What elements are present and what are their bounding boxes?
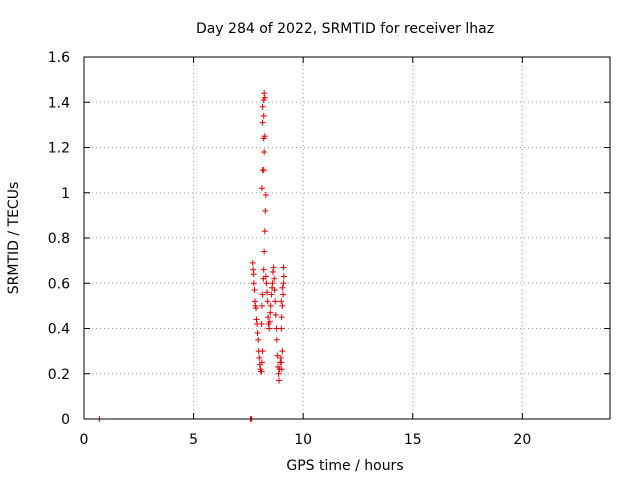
x-tick-label: 20 (513, 432, 531, 448)
x-tick-label: 15 (404, 432, 422, 448)
data-point (269, 268, 276, 275)
data-point (250, 280, 257, 287)
grid (84, 57, 610, 419)
plot-frame (83, 56, 611, 420)
y-axis-label: SRMTID / TECUs (6, 182, 22, 295)
data-point (266, 325, 273, 332)
data-point (261, 228, 268, 235)
tick-labels: 0 5 10 15 20 0 0.2 0.4 0.6 0.8 1 1.2 1.4 1.6 (48, 50, 532, 448)
data-point (267, 309, 274, 316)
data-point (250, 271, 257, 278)
data-point (271, 287, 278, 294)
data-point (258, 368, 265, 375)
data-point (258, 320, 265, 327)
data-point (262, 273, 269, 280)
data-point (249, 259, 256, 266)
data-point (280, 280, 287, 287)
data-point (261, 133, 268, 140)
data-point (274, 352, 281, 359)
data-point (260, 266, 267, 273)
data-point (280, 291, 287, 298)
data-point (261, 90, 268, 97)
data-point (268, 291, 275, 298)
data-point (255, 336, 262, 343)
data-point (264, 289, 271, 296)
data-point (253, 305, 260, 312)
data-point (279, 302, 286, 309)
y-tick-label: 1.4 (48, 95, 70, 111)
data-point (259, 348, 266, 355)
data-point (265, 314, 272, 321)
data-point (262, 207, 269, 214)
data-point (253, 316, 260, 323)
y-tick-label: 0.4 (48, 322, 70, 338)
data-point (258, 359, 265, 366)
data-point (254, 330, 261, 337)
data-point (269, 280, 276, 287)
data-point (261, 149, 268, 156)
data-point (278, 298, 285, 305)
data-point (278, 359, 285, 366)
data-point (258, 302, 265, 309)
data-point (260, 167, 267, 174)
y-tick-label: 0.2 (48, 367, 70, 383)
chart-title: Day 284 of 2022, SRMTID for receiver lha… (196, 21, 494, 37)
y-tick-label: 1 (61, 186, 70, 202)
data-point (263, 280, 270, 287)
data-point (272, 311, 279, 318)
data-point (266, 318, 273, 325)
x-axis-label: GPS time / hours (286, 458, 403, 474)
data-point (278, 366, 285, 373)
x-tick-label: 0 (80, 432, 89, 448)
data-point (276, 377, 283, 384)
data-point (280, 264, 287, 271)
data-point (278, 314, 285, 321)
y-tick-label: 0 (61, 412, 70, 428)
data-point (278, 325, 285, 332)
data-point (267, 302, 274, 309)
x-tick-label: 10 (294, 432, 312, 448)
data-point (262, 192, 269, 199)
data-point (264, 298, 271, 305)
data-points (96, 90, 287, 422)
y-tick-label: 0.8 (48, 231, 70, 247)
data-point (260, 112, 267, 119)
data-point (259, 103, 266, 110)
data-point (279, 284, 286, 291)
data-point (259, 119, 266, 126)
data-point (275, 370, 282, 377)
data-point (261, 248, 268, 255)
data-point (271, 275, 278, 282)
data-point (273, 336, 280, 343)
data-point (259, 291, 266, 298)
data-point (251, 287, 258, 294)
y-tick-label: 0.6 (48, 276, 70, 292)
data-point (256, 354, 263, 361)
data-point (258, 185, 265, 192)
data-point (270, 264, 277, 271)
axis-ticks (83, 56, 610, 420)
data-point (272, 298, 279, 305)
data-point (280, 273, 287, 280)
data-point (261, 94, 268, 101)
x-tick-label: 5 (189, 432, 198, 448)
y-tick-label: 1.6 (48, 50, 70, 66)
y-tick-label: 1.2 (48, 141, 70, 157)
data-point (279, 348, 286, 355)
